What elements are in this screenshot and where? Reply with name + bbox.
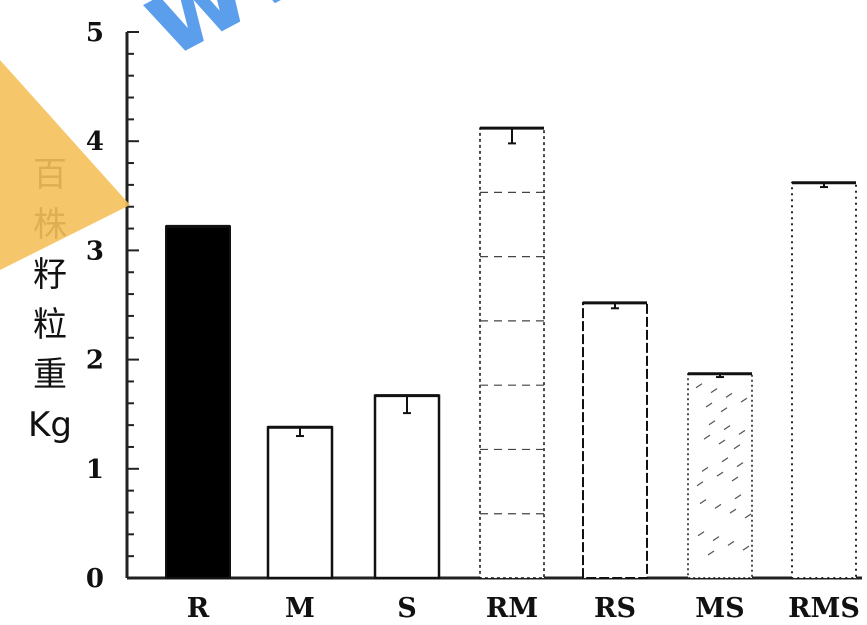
bar <box>582 301 648 579</box>
x-tick-label: RMS <box>788 593 860 624</box>
bar-texture <box>727 540 735 546</box>
bar-group-rm <box>479 126 545 579</box>
bar-texture <box>740 397 748 403</box>
bar-texture <box>697 531 705 537</box>
bar-texture <box>736 462 744 468</box>
bar <box>165 225 231 579</box>
bar-texture <box>701 466 709 472</box>
x-tick-label: M <box>285 593 315 624</box>
x-tick-label: RM <box>486 593 538 624</box>
bar <box>479 127 545 579</box>
bar-texture <box>712 536 720 542</box>
bar-texture <box>731 476 739 482</box>
y-tick-label: 2 <box>86 346 104 376</box>
y-tick-label: 3 <box>86 236 104 266</box>
bar-texture <box>721 457 729 463</box>
bar-group-r <box>165 224 231 579</box>
bar-group-rms <box>791 181 857 579</box>
bar-texture <box>714 503 722 509</box>
x-tick-label: S <box>397 593 417 624</box>
bar-texture <box>733 444 741 450</box>
bar-texture <box>744 513 752 519</box>
bar-texture <box>710 388 718 394</box>
bar-group-ms <box>687 372 753 579</box>
bar <box>791 181 857 579</box>
watermark-arrow-icon <box>0 60 130 270</box>
y-tick-label: 1 <box>86 455 104 485</box>
bar-texture <box>734 494 742 500</box>
bar-group-s <box>373 394 441 580</box>
bar <box>266 426 334 580</box>
x-tick-label: R <box>187 593 210 624</box>
bar-texture <box>696 481 704 487</box>
bar-texture <box>729 508 737 514</box>
bar-texture <box>738 429 746 435</box>
bar-texture <box>742 545 750 551</box>
bar-texture <box>725 392 733 398</box>
bar-texture <box>707 550 715 556</box>
bar-texture <box>716 471 724 477</box>
bar-texture <box>718 439 726 445</box>
x-tick-label: RS <box>594 593 636 624</box>
bar-texture <box>720 407 728 413</box>
bar-texture <box>699 499 707 505</box>
bar-texture <box>703 434 711 440</box>
bar-group-m <box>266 425 334 580</box>
x-tick-label: MS <box>695 593 744 624</box>
bar-texture <box>708 420 716 426</box>
y-tick-label: 5 <box>86 18 104 48</box>
bar-group-rs <box>582 301 648 579</box>
y-tick-label: 0 <box>86 564 104 594</box>
bars <box>165 126 857 580</box>
y-tick-label: 4 <box>86 127 104 157</box>
bar <box>687 373 753 579</box>
bar-texture <box>705 402 713 408</box>
bar-texture <box>723 425 731 431</box>
bar <box>373 394 441 580</box>
bar-texture <box>695 383 703 389</box>
